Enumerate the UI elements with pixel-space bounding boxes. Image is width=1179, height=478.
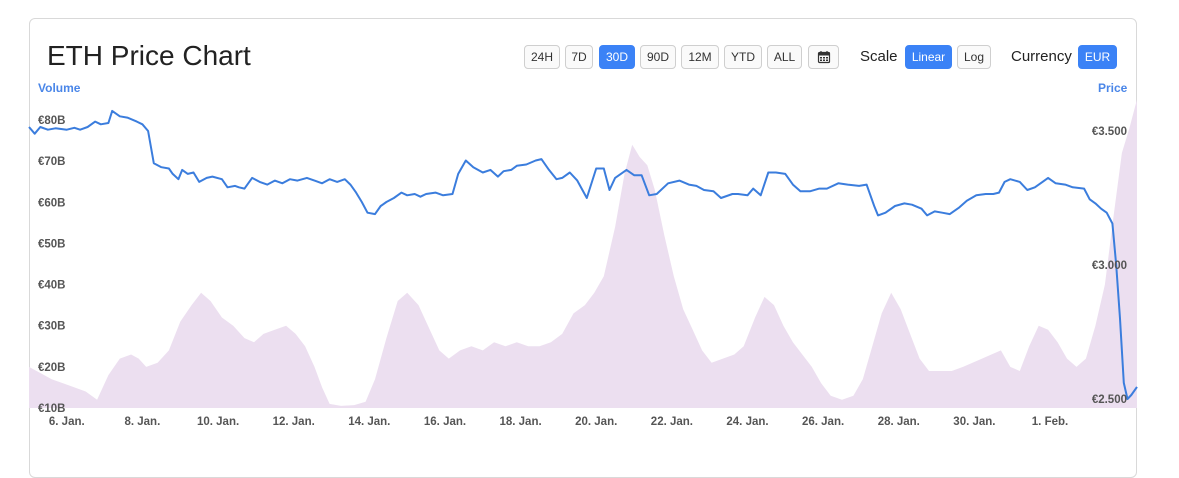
- volume-tick-label: €50B: [38, 238, 66, 250]
- calendar-icon: [817, 51, 830, 64]
- x-tick-label: 10. Jan.: [197, 416, 239, 428]
- price-series-line: [28, 109, 1138, 400]
- price-tick-label: €2.500: [1092, 394, 1127, 406]
- currency-label: Currency: [1011, 48, 1072, 65]
- volume-tick-label: €10B: [38, 403, 66, 415]
- price-tick-label: €3.000: [1092, 260, 1127, 272]
- range-button-7d[interactable]: 7D: [565, 45, 593, 69]
- range-button-12m[interactable]: 12M: [681, 45, 719, 69]
- scale-linear-button[interactable]: Linear: [905, 45, 952, 69]
- calendar-button[interactable]: [808, 45, 839, 69]
- x-tick-label: 14. Jan.: [348, 416, 390, 428]
- x-tick-label: 24. Jan.: [726, 416, 768, 428]
- x-tick-label: 16. Jan.: [424, 416, 466, 428]
- range-button-90d[interactable]: 90D: [640, 45, 676, 69]
- price-axis-title: Price: [1098, 81, 1128, 95]
- scale-log-button[interactable]: Log: [957, 45, 991, 69]
- x-tick-label: 1. Feb.: [1032, 416, 1068, 428]
- range-button-ytd[interactable]: YTD: [724, 45, 762, 69]
- page-title: ETH Price Chart: [47, 40, 251, 71]
- x-tick-label: 6. Jan.: [49, 416, 85, 428]
- x-tick-label: 26. Jan.: [802, 416, 844, 428]
- volume-tick-label: €60B: [38, 197, 66, 209]
- range-button-all[interactable]: ALL: [767, 45, 802, 69]
- x-tick-label: 22. Jan.: [651, 416, 693, 428]
- scale-label: Scale: [860, 48, 898, 65]
- volume-axis-title: Volume: [38, 81, 81, 95]
- volume-tick-label: €70B: [38, 156, 66, 168]
- volume-tick-label: €30B: [38, 321, 66, 333]
- x-tick-label: 30. Jan.: [953, 416, 995, 428]
- x-tick-label: 8. Jan.: [124, 416, 160, 428]
- volume-tick-label: €80B: [38, 115, 66, 127]
- currency-eur-button[interactable]: EUR: [1078, 45, 1117, 69]
- price-volume-chart: €80B €70B €60B €50B €40B €30B €20B €10B €3.500 €3…: [28, 99, 1138, 428]
- x-tick-label: 28. Jan.: [878, 416, 920, 428]
- volume-tick-label: €20B: [38, 362, 66, 374]
- price-tick-label: €3.500: [1092, 126, 1127, 138]
- x-tick-label: 20. Jan.: [575, 416, 617, 428]
- range-button-30d[interactable]: 30D: [599, 45, 635, 69]
- volume-series-area: [29, 99, 1137, 409]
- range-button-24h[interactable]: 24H: [524, 45, 560, 69]
- x-tick-label: 18. Jan.: [499, 416, 541, 428]
- volume-tick-label: €40B: [38, 280, 66, 292]
- x-tick-label: 12. Jan.: [273, 416, 315, 428]
